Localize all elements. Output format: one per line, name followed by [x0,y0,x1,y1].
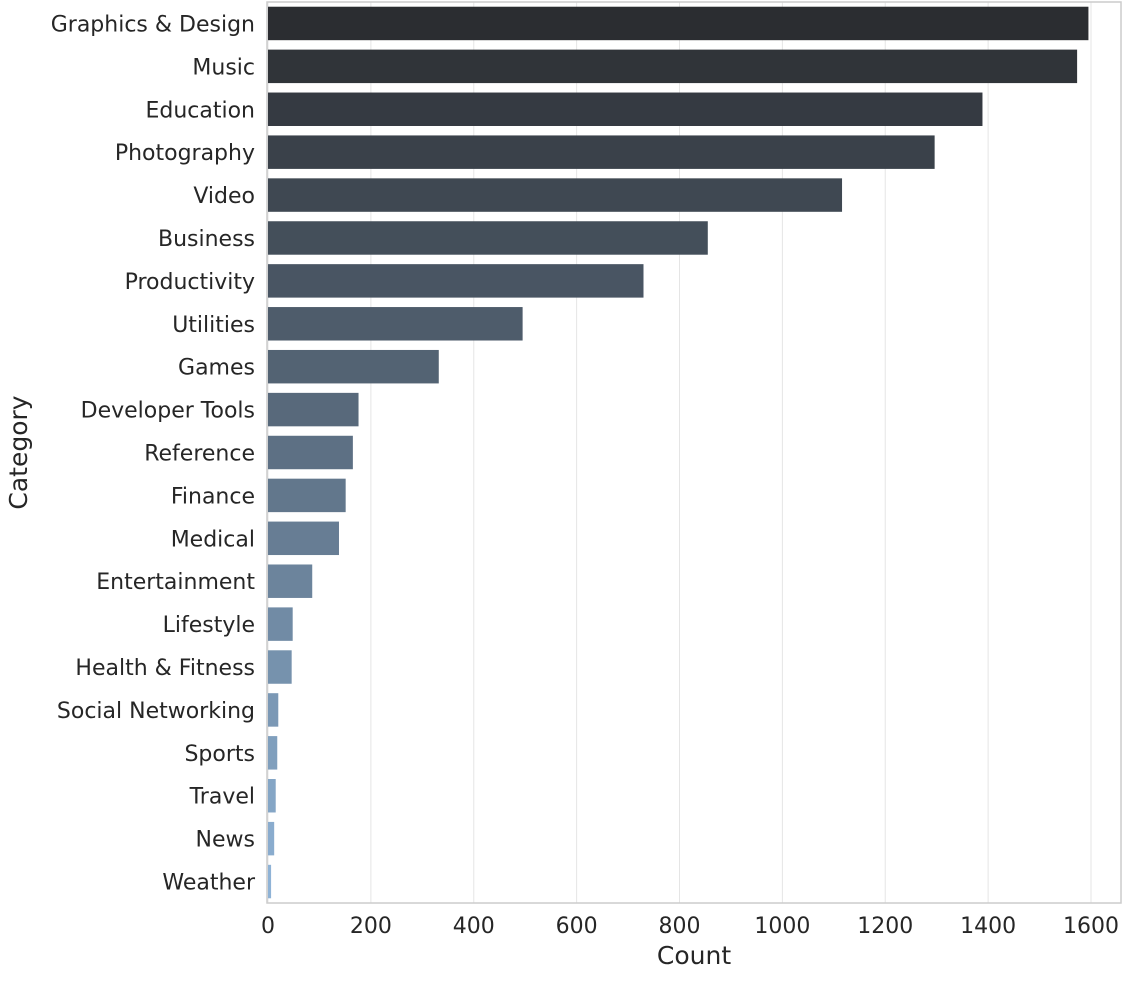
bar [268,178,843,212]
category-label: Games [178,356,255,381]
category-label: Music [192,55,255,80]
x-tick-label: 1400 [960,914,1016,939]
bar [268,221,708,255]
bar [268,49,1078,84]
category-label: Graphics & Design [51,12,255,37]
category-label: Social Networking [57,699,255,724]
category-label: Health & Fitness [75,656,255,681]
x-tick-label: 800 [659,914,701,939]
x-tick-label: 600 [556,914,598,939]
bar [268,92,983,126]
bar [268,821,275,856]
x-tick-label: 1600 [1063,914,1119,939]
category-label: Medical [171,527,255,552]
category-label: Education [145,98,255,123]
bar [268,435,353,470]
bar [268,392,359,427]
x-tick-label: 200 [350,914,392,939]
bar [268,478,346,513]
category-label: Travel [189,785,255,810]
category-label: Business [158,227,255,252]
bar [268,607,293,641]
category-label: Finance [171,484,255,509]
category-label: Sports [184,742,255,767]
category-label: Video [193,184,255,209]
bars [268,6,1089,899]
category-label: Entertainment [96,570,255,595]
bar [268,650,292,684]
bar [268,521,339,556]
bar [268,135,935,169]
x-tick-label: 1000 [754,914,810,939]
x-tick-label: 1200 [857,914,913,939]
x-tick-labels: 0 200 400 600 800 1000 1200 1400 1600 [261,914,1119,939]
bar [268,307,523,341]
category-label: News [196,828,255,853]
category-label: Photography [115,141,255,166]
y-axis-title: Category [4,395,33,509]
category-label: Utilities [172,313,255,338]
bar [268,779,276,813]
bar [268,864,272,899]
category-label: Lifestyle [163,613,255,638]
category-label: Reference [144,442,255,467]
category-labels: Graphics & Design Music Education Photograp… [51,12,256,895]
bar [268,564,313,598]
x-tick-label: 0 [261,914,275,939]
category-label: Productivity [125,270,255,295]
bar [268,6,1089,41]
plot-frame [266,1,1122,904]
category-label: Developer Tools [81,399,255,424]
bar [268,736,278,770]
bar [268,693,279,727]
bar [268,264,644,298]
x-axis-title: Count [657,941,731,970]
x-tick-label: 400 [453,914,495,939]
category-label: Weather [162,871,256,896]
bar [268,349,439,384]
